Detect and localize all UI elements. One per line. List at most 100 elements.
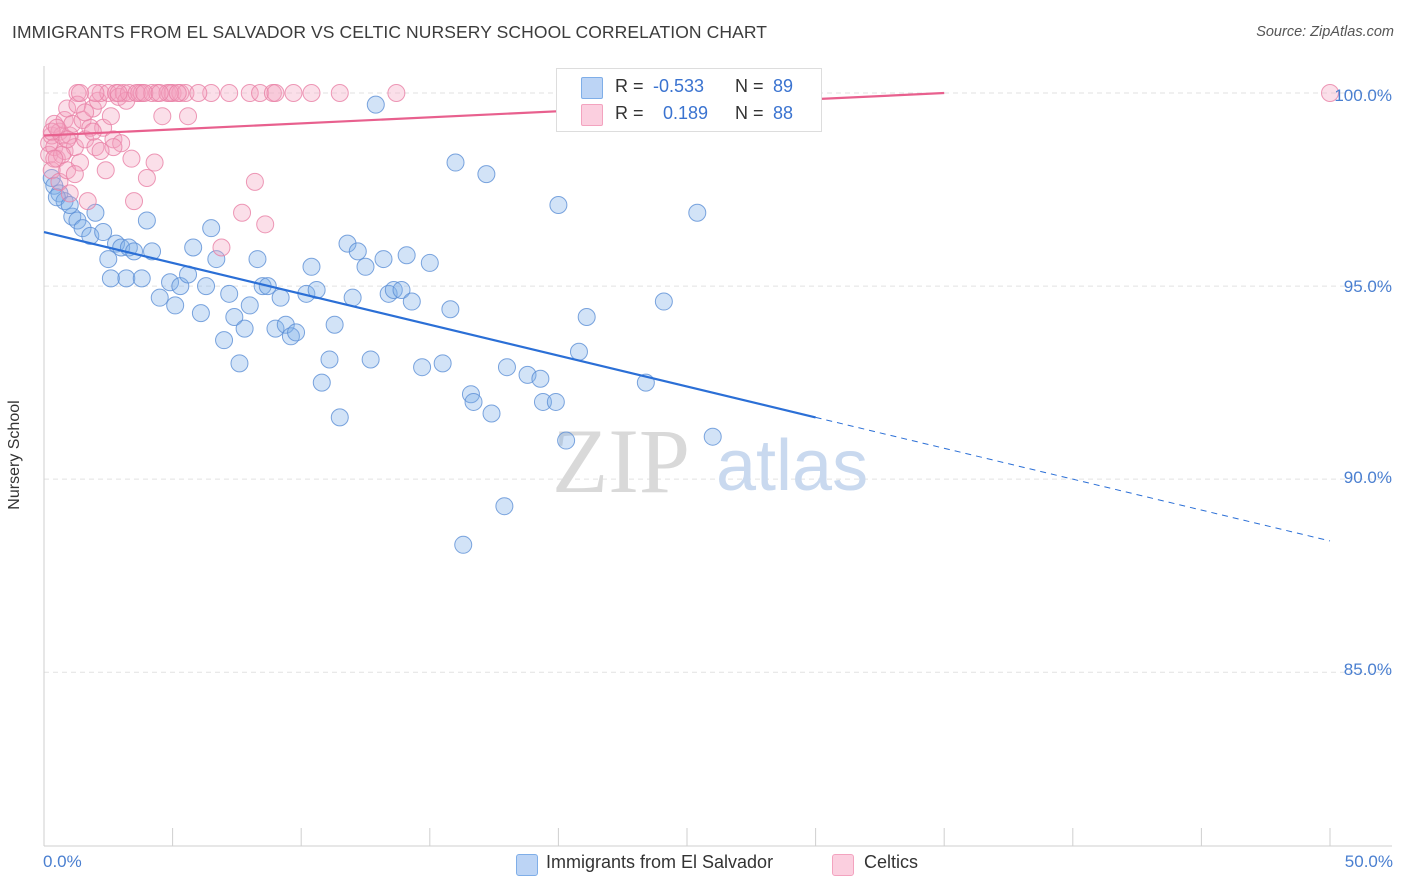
point-celtics xyxy=(125,192,144,211)
point-el-salvador xyxy=(497,358,516,377)
bottom-legend-label: Celtics xyxy=(864,852,919,872)
point-celtics xyxy=(143,84,162,103)
point-el-salvador xyxy=(202,219,221,238)
point-el-salvador xyxy=(248,250,267,269)
point-celtics xyxy=(1321,84,1339,103)
point-celtics xyxy=(256,215,275,234)
point-celtics xyxy=(220,84,239,103)
point-el-salvador xyxy=(312,373,331,392)
point-celtics xyxy=(302,84,321,103)
point-el-salvador xyxy=(549,196,568,215)
point-celtics xyxy=(71,153,90,172)
point-el-salvador xyxy=(531,369,550,388)
bottom-legend-swatch-pink xyxy=(832,854,854,876)
point-celtics xyxy=(122,149,141,168)
point-celtics xyxy=(47,118,66,137)
point-el-salvador xyxy=(420,253,439,272)
point-el-salvador xyxy=(546,392,565,411)
point-el-salvador xyxy=(446,153,465,172)
point-celtics xyxy=(212,238,231,257)
point-el-salvador xyxy=(166,296,185,315)
point-el-salvador xyxy=(101,269,120,288)
point-celtics xyxy=(109,84,128,103)
point-celtics xyxy=(330,84,349,103)
point-el-salvador xyxy=(703,427,722,446)
bottom-legend-label: Immigrants from El Salvador xyxy=(546,852,774,872)
y-tick-label: 90.0% xyxy=(1343,468,1392,487)
point-el-salvador xyxy=(441,300,460,319)
point-el-salvador xyxy=(384,280,403,299)
point-el-salvador xyxy=(433,354,452,373)
point-celtics xyxy=(99,84,118,103)
point-el-salvador xyxy=(99,250,118,269)
point-el-salvador xyxy=(569,342,588,361)
point-celtics xyxy=(78,192,97,211)
point-el-salvador xyxy=(495,497,514,516)
point-celtics xyxy=(71,84,90,103)
point-el-salvador xyxy=(117,269,136,288)
point-el-salvador xyxy=(330,408,349,427)
x-tick-label: 0.0% xyxy=(43,852,82,871)
point-celtics xyxy=(127,84,146,103)
point-el-salvador xyxy=(366,95,385,114)
legend-r-label: R = xyxy=(615,103,644,123)
point-celtics xyxy=(45,149,64,168)
watermark-atlas: atlas xyxy=(716,426,868,506)
point-celtics xyxy=(284,84,303,103)
point-celtics xyxy=(91,141,110,160)
y-tick-label: 100.0% xyxy=(1334,86,1392,105)
axes xyxy=(43,66,1392,847)
point-el-salvador xyxy=(320,350,339,369)
point-celtics xyxy=(202,84,221,103)
point-el-salvador xyxy=(325,315,344,334)
point-celtics xyxy=(240,84,259,103)
point-el-salvador xyxy=(215,331,234,350)
point-el-salvador xyxy=(402,292,421,311)
point-el-salvador xyxy=(654,292,673,311)
point-celtics xyxy=(135,84,154,103)
point-el-salvador xyxy=(302,257,321,276)
point-celtics xyxy=(179,107,198,126)
point-celtics xyxy=(168,84,187,103)
point-el-salvador xyxy=(533,392,552,411)
point-el-salvador xyxy=(137,211,156,230)
watermark-zip: ZIP xyxy=(552,410,690,512)
point-celtics xyxy=(161,84,180,103)
point-celtics xyxy=(251,84,270,103)
point-el-salvador xyxy=(477,165,496,184)
point-el-salvador xyxy=(413,358,432,377)
y-axis-label: Nursery School xyxy=(6,400,23,510)
trend-line-el-salvador xyxy=(43,230,816,419)
point-el-salvador xyxy=(191,304,210,323)
legend-n-label: N = xyxy=(735,103,764,123)
point-el-salvador xyxy=(338,234,357,253)
x-tick-label: 50.0% xyxy=(1344,852,1393,871)
point-el-salvador xyxy=(454,535,473,554)
point-celtics xyxy=(145,153,164,172)
point-celtics xyxy=(86,84,105,103)
point-celtics xyxy=(76,103,95,122)
point-celtics xyxy=(65,165,84,184)
point-celtics xyxy=(153,107,172,126)
point-el-salvador xyxy=(482,404,501,423)
point-el-salvador xyxy=(132,269,151,288)
legend-r-value: -0.533 xyxy=(653,76,705,96)
point-celtics xyxy=(96,161,115,180)
point-celtics xyxy=(176,84,195,103)
point-el-salvador xyxy=(577,307,596,326)
point-celtics xyxy=(83,122,102,141)
chart-source: Source: ZipAtlas.com xyxy=(1256,24,1394,40)
legend-n-label: N = xyxy=(735,76,764,96)
point-el-salvador xyxy=(73,219,92,238)
point-celtics xyxy=(150,84,169,103)
point-el-salvador xyxy=(225,307,244,326)
point-el-salvador xyxy=(240,296,259,315)
chart-title: IMMIGRANTS FROM EL SALVADOR VS CELTIC NU… xyxy=(12,22,768,42)
point-el-salvador xyxy=(230,354,249,373)
point-el-salvador xyxy=(197,277,216,296)
legend-r-label: R = xyxy=(615,76,644,96)
point-el-salvador xyxy=(557,431,576,450)
y-tick-label: 85.0% xyxy=(1343,660,1392,679)
point-celtics xyxy=(245,172,264,191)
